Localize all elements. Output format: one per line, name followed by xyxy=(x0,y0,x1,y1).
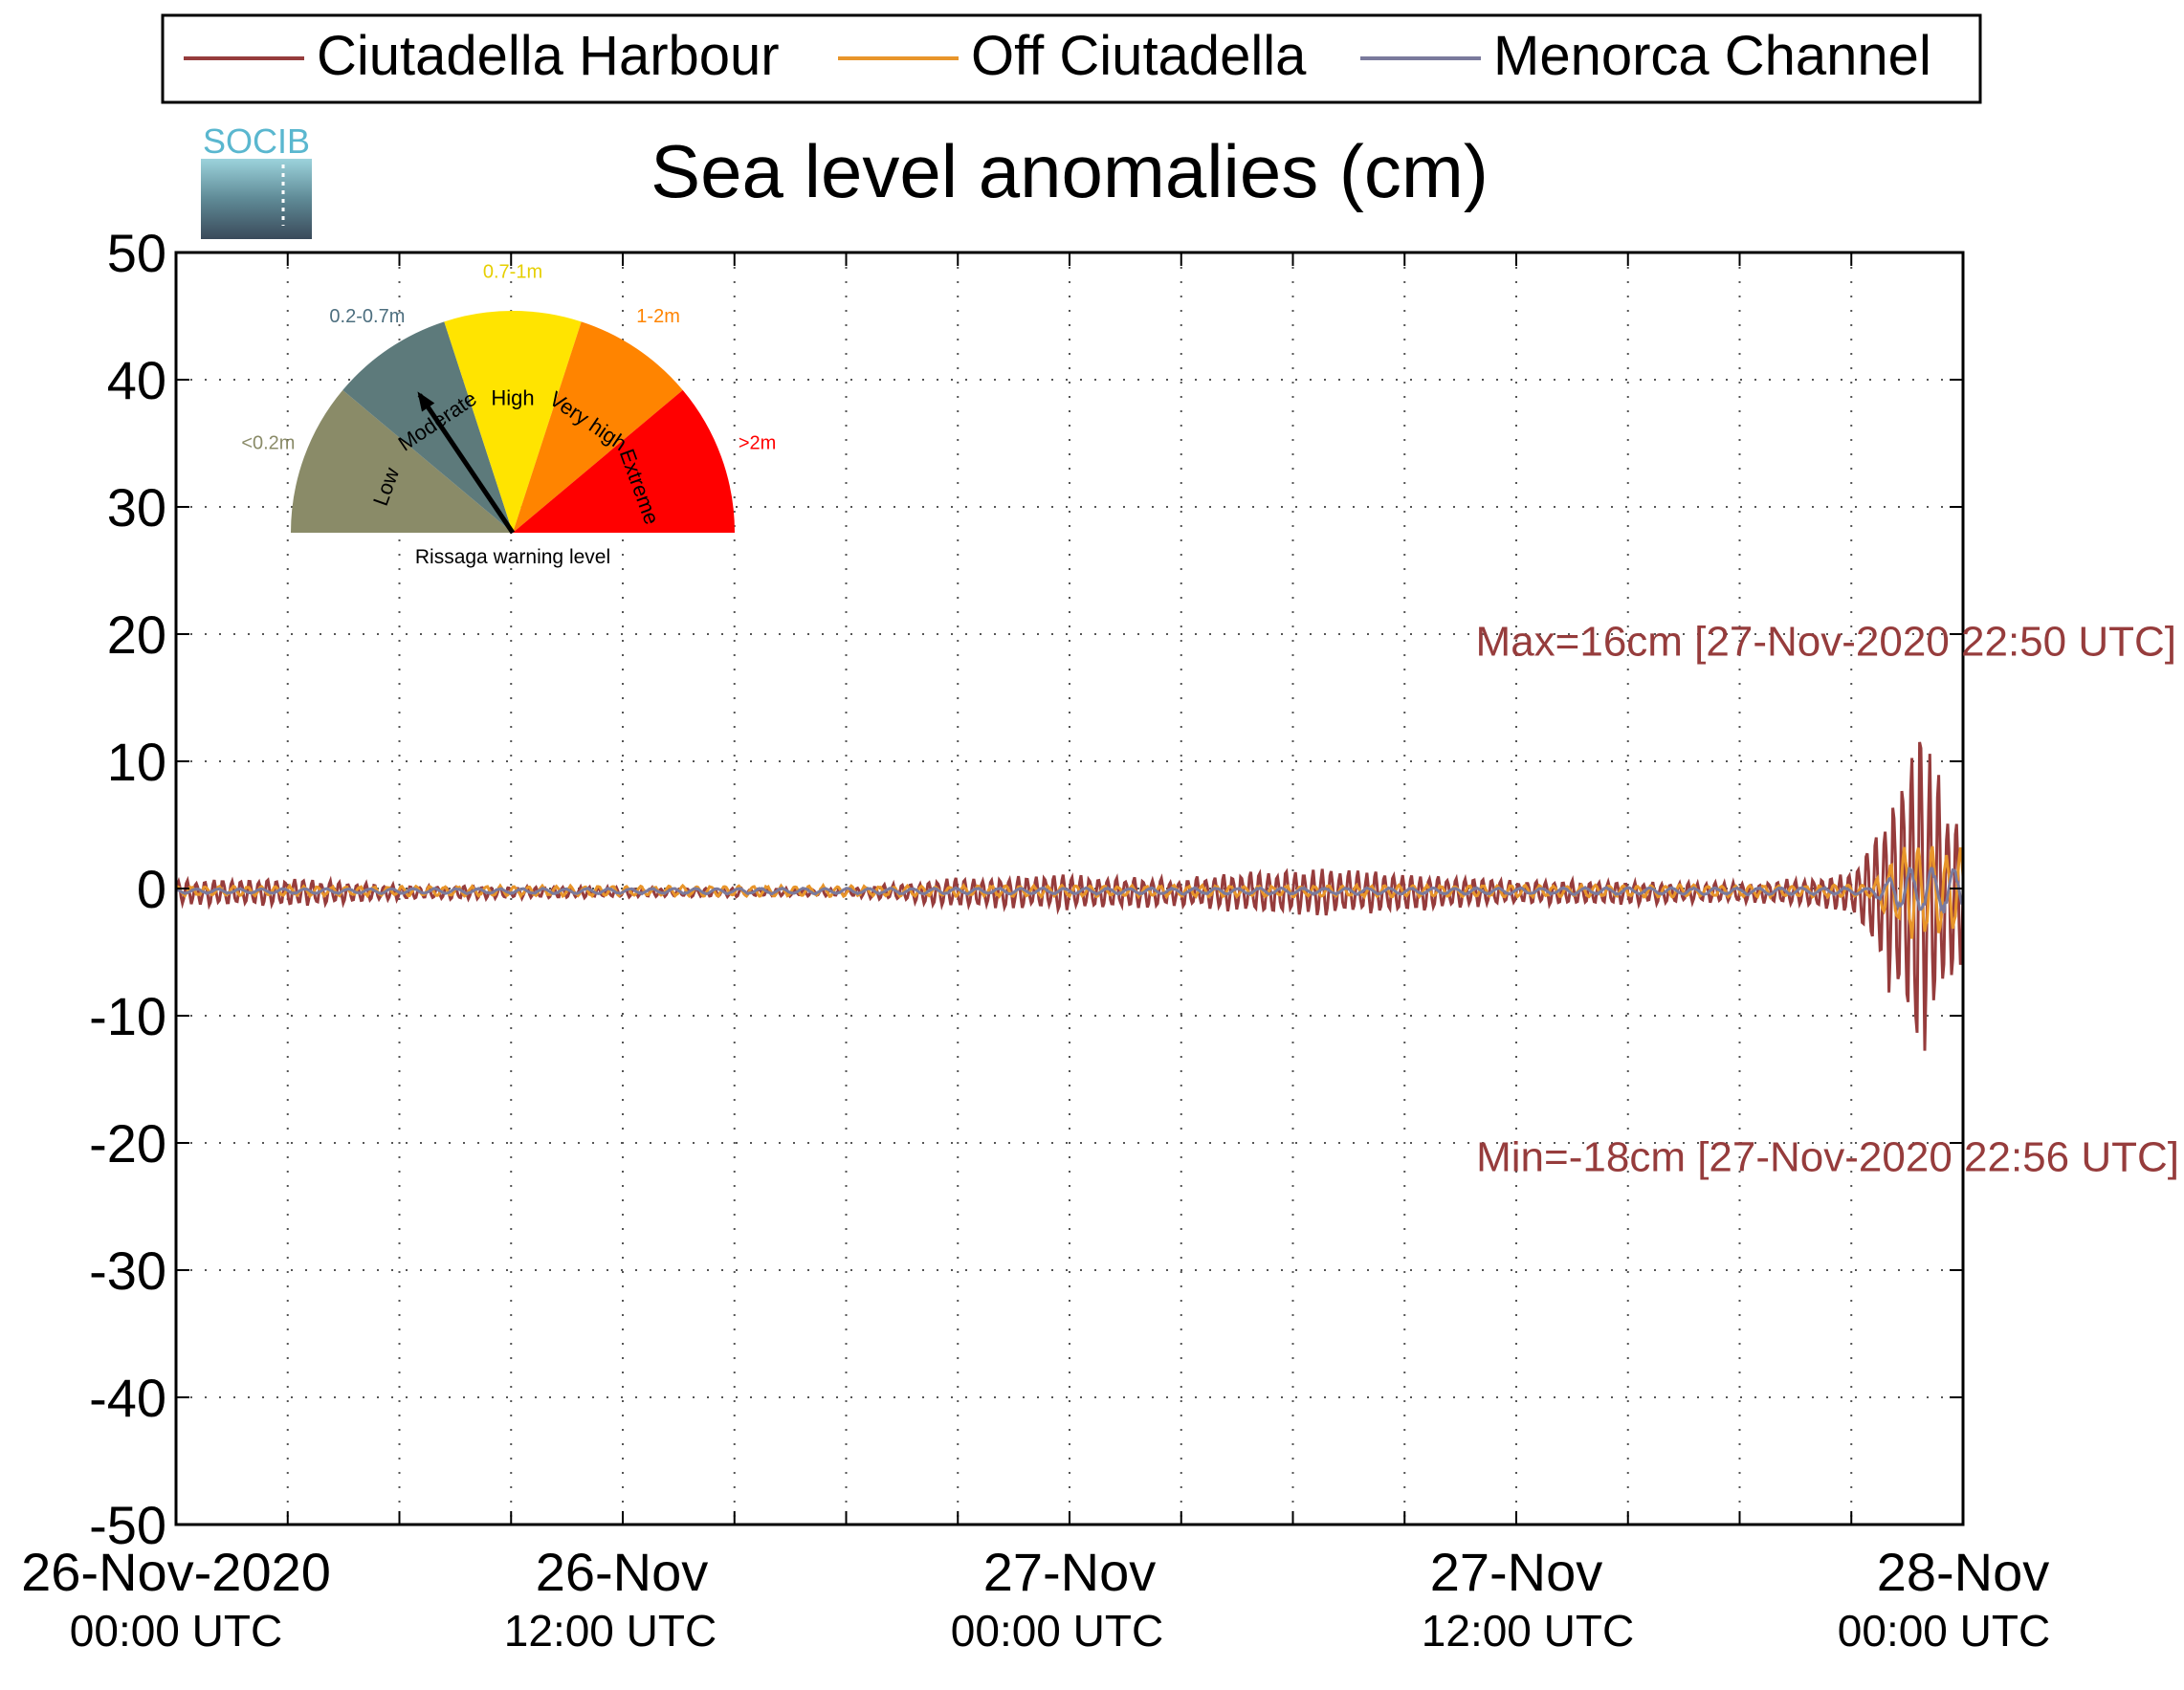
x-tick-time-label: 00:00 UTC xyxy=(70,1606,282,1656)
y-tick-label: -20 xyxy=(89,1113,166,1174)
legend-entry-ciutadella-harbour: Ciutadella Harbour xyxy=(184,25,780,87)
tick-marks xyxy=(175,252,1964,1525)
legend-entry-menorca-channel: Menorca Channel xyxy=(1360,25,1931,87)
gauge-needle-arrowhead xyxy=(417,391,435,412)
y-tick-label: 20 xyxy=(107,604,166,665)
gauge-sector-very-high xyxy=(513,321,683,533)
y-tick-label: 50 xyxy=(107,223,166,283)
series-line-menorca-channel xyxy=(176,867,1963,914)
y-tick-label: -40 xyxy=(89,1368,166,1428)
gauge-sector-low xyxy=(291,389,513,533)
min-annotation: Min=-18cm [27-Nov-2020 22:56 UTC] xyxy=(1476,1133,2179,1180)
gauge-sector-high xyxy=(444,310,582,533)
legend-entry-off-ciutadella: Off Ciutadella xyxy=(838,25,1307,87)
legend-label-ciutadella-harbour: Ciutadella Harbour xyxy=(317,25,780,87)
gauge-title: Rissaga warning level xyxy=(415,546,610,568)
y-tick-label: -30 xyxy=(89,1240,166,1301)
max-annotation: Max=16cm [27-Nov-2020 22:50 UTC] xyxy=(1476,619,2176,666)
gauge-range-label: >2m xyxy=(739,432,776,453)
series-layer xyxy=(176,741,1963,1051)
gauge-sectors xyxy=(291,310,735,533)
x-tick-date-label: 26-Nov xyxy=(536,1542,709,1602)
x-tick-time-label: 12:00 UTC xyxy=(504,1606,717,1656)
y-axis-labels: 50 40 30 20 10 0 -10 -20 -30 -40 -50 xyxy=(89,223,166,1555)
x-tick-time-label: 00:00 UTC xyxy=(1838,1606,2050,1656)
socib-logo: SOCIB xyxy=(201,121,312,239)
x-tick-time-label: 12:00 UTC xyxy=(1422,1606,1634,1656)
gauge-range-label: <0.2m xyxy=(241,432,295,453)
y-tick-label: 0 xyxy=(137,859,166,919)
x-tick-date-label: 27-Nov xyxy=(1430,1542,1603,1602)
y-tick-label: 30 xyxy=(107,477,166,538)
gauge-needle xyxy=(417,393,516,535)
gauge-range-label: 1-2m xyxy=(636,306,680,327)
gauge-range-label: 0.7-1m xyxy=(483,261,542,282)
gauge-range-label: 0.2-0.7m xyxy=(329,306,405,327)
x-tick-date-label: 27-Nov xyxy=(983,1542,1157,1602)
y-tick-label: 10 xyxy=(107,732,166,792)
socib-logo-text: SOCIB xyxy=(203,121,310,161)
x-tick-date-label: 26-Nov-2020 xyxy=(21,1542,331,1602)
legend: Ciutadella Harbour Off Ciutadella Menorc… xyxy=(161,13,1982,104)
y-tick-label: 40 xyxy=(107,350,166,410)
gauge-sector-extreme xyxy=(513,389,735,533)
y-tick-label: -10 xyxy=(89,986,166,1046)
y-tick-label: -50 xyxy=(89,1495,166,1555)
legend-label-menorca-channel: Menorca Channel xyxy=(1493,25,1931,87)
gauge-sector-moderate xyxy=(342,321,513,533)
chart-title: Sea level anomalies (cm) xyxy=(651,129,1489,213)
legend-label-off-ciutadella: Off Ciutadella xyxy=(971,25,1307,87)
gauge-level-label: High xyxy=(491,386,534,410)
x-tick-time-label: 00:00 UTC xyxy=(951,1606,1163,1656)
series-line-off-ciutadella xyxy=(176,845,1963,939)
x-tick-date-label: 28-Nov xyxy=(1877,1542,2050,1602)
